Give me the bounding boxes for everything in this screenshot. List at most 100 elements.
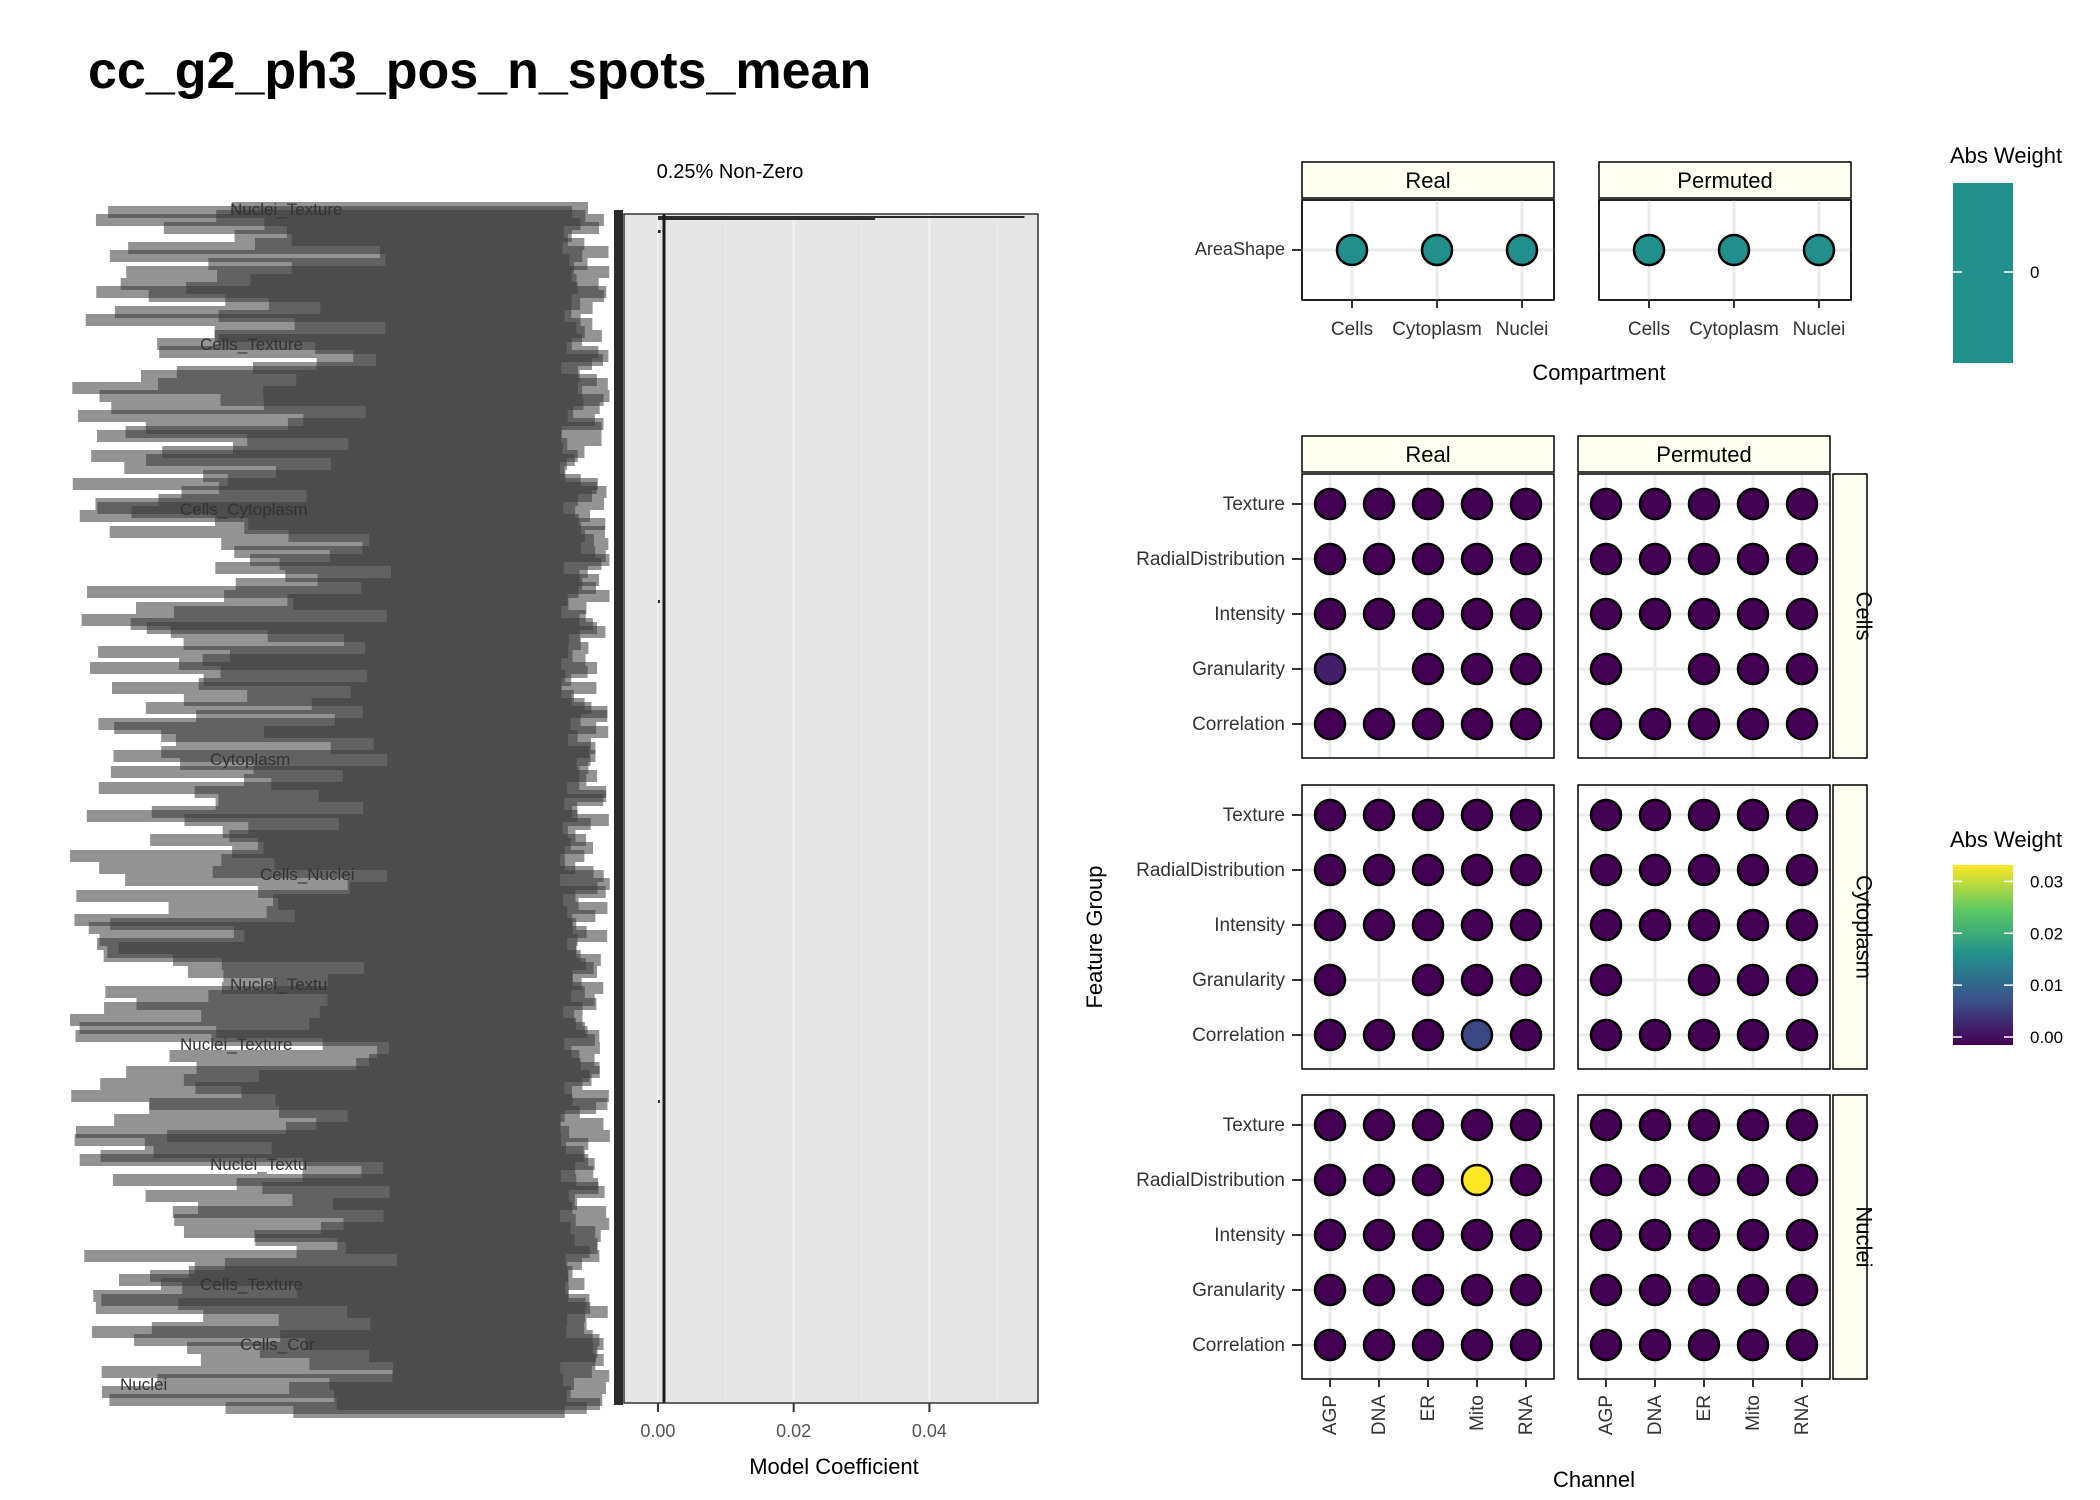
channel-tick-label: ER <box>1418 1395 1439 1421</box>
feature-group-tick-label: Intensity <box>1214 1225 1285 1246</box>
row-strip-label: Cytoplasm <box>1852 875 1877 979</box>
grid-point <box>1509 1163 1543 1197</box>
grid-point <box>1589 652 1623 686</box>
channel-tick-label: RNA <box>1516 1395 1537 1435</box>
grid-point <box>1687 1218 1721 1252</box>
grid-point <box>1362 1218 1396 1252</box>
grid-point <box>1411 652 1445 686</box>
grid-point <box>1687 1018 1721 1052</box>
grid-point <box>1589 707 1623 741</box>
row-strip-cytoplasm <box>1832 784 1868 1070</box>
grid-point <box>1589 853 1623 887</box>
grid-point <box>1362 597 1396 631</box>
grid-point <box>1460 1218 1494 1252</box>
grid-point <box>1411 1163 1445 1197</box>
grid-point <box>1638 1273 1672 1307</box>
grid-point <box>1509 853 1543 887</box>
feature-group-tick-label: Texture <box>1223 494 1285 515</box>
feature-tick-label: Cells_Nuclei <box>260 865 354 884</box>
grid-point <box>1687 597 1721 631</box>
grid-point <box>1785 1328 1819 1362</box>
grid-point <box>1411 707 1445 741</box>
abs-weight-colorbar <box>1953 865 2013 1045</box>
grid-point <box>1509 597 1543 631</box>
abs-weight-legend-tick: 0.00 <box>2030 1028 2063 1047</box>
grid-point <box>1785 1018 1819 1052</box>
channel-tick-label: Mito <box>1467 1395 1488 1431</box>
grid-point <box>1589 908 1623 942</box>
areashape-point <box>1802 233 1836 267</box>
grid-point <box>1638 487 1672 521</box>
facet-strip-real <box>1301 161 1555 199</box>
row-strip-label: Cells <box>1852 592 1877 641</box>
grid-point <box>1313 1328 1347 1362</box>
feature-group-tick-label: Granularity <box>1192 659 1285 680</box>
abs-weight-legend: Abs Weight 0.00 0.01 0.02 0.03 <box>1950 827 2063 1047</box>
channel-tick-label: ER <box>1694 1395 1715 1421</box>
grid-point <box>1362 853 1396 887</box>
grid-point <box>1313 908 1347 942</box>
coefficient-bar <box>657 216 1025 218</box>
grid-point <box>1785 542 1819 576</box>
grid-point <box>1687 853 1721 887</box>
compartment-tick-label: Cells <box>1628 319 1670 340</box>
feature-group-tick-label: Intensity <box>1214 915 1285 936</box>
grid-point <box>1736 597 1770 631</box>
grid-point <box>1589 487 1623 521</box>
grid-point <box>1460 597 1494 631</box>
grid-point <box>1460 853 1494 887</box>
grid-point <box>1313 652 1347 686</box>
grid-point <box>1687 1273 1721 1307</box>
facet-strip-label: Permuted <box>1677 168 1772 193</box>
grid-point <box>1313 597 1347 631</box>
grid-point <box>1362 1273 1396 1307</box>
grid-point <box>1736 1218 1770 1252</box>
compartment-tick-label: Cells <box>1331 319 1373 340</box>
grid-point <box>1687 908 1721 942</box>
grid-point <box>1785 1163 1819 1197</box>
coefficient-subtitle: 0.25% Non-Zero <box>657 161 804 183</box>
areashape-panel: Real Cells Cytoplasm Nuclei Permuted Cells Cyt… <box>1195 161 1852 385</box>
coefficient-x-tick: 0.04 <box>912 1421 947 1441</box>
feature-tick-label: Nuclei_Textu <box>210 1155 307 1174</box>
facet-strip-permuted <box>1598 161 1852 199</box>
feature-tick-label: Nuclei_Textu <box>230 975 327 994</box>
grid-point <box>1736 963 1770 997</box>
grid-point <box>1785 597 1819 631</box>
channel-tick-label: DNA <box>1645 1395 1666 1435</box>
feature-tick-label: Cells_Texture <box>200 335 303 354</box>
grid-point <box>1687 1108 1721 1142</box>
grid-point <box>1736 1108 1770 1142</box>
grid-point <box>1313 853 1347 887</box>
grid-point <box>1509 652 1543 686</box>
coefficient-bar <box>657 600 660 603</box>
feature-tick-label: Nuclei_Texture <box>180 1035 292 1054</box>
grid-point <box>1687 1163 1721 1197</box>
grid-point <box>1509 1218 1543 1252</box>
grid-point <box>1589 1018 1623 1052</box>
grid-point <box>1736 707 1770 741</box>
channel-tick-label: DNA <box>1369 1395 1390 1435</box>
grid-point <box>1362 1018 1396 1052</box>
grid-point <box>1411 487 1445 521</box>
abs-weight-legend-tick: 0.01 <box>2030 976 2063 995</box>
abs-weight-legend-title: Abs Weight <box>1950 827 2062 852</box>
grid-point <box>1460 652 1494 686</box>
channel-tick-label: AGP <box>1596 1395 1617 1435</box>
grid-point <box>1313 1108 1347 1142</box>
grid-point <box>1589 1108 1623 1142</box>
grid-point <box>1411 542 1445 576</box>
coefficient-panel-border <box>623 213 1039 1404</box>
grid-point <box>1411 853 1445 887</box>
grid-point <box>1362 1328 1396 1362</box>
grid-point <box>1313 1018 1347 1052</box>
grid-point <box>1460 1018 1494 1052</box>
coefficient-x-tick: 0.00 <box>640 1421 675 1441</box>
grid-point <box>1589 1273 1623 1307</box>
grid-point <box>1638 1163 1672 1197</box>
channel-tick-label: Mito <box>1743 1395 1764 1431</box>
grid-point <box>1411 1328 1445 1362</box>
abs-weight-legend-tick: 0.03 <box>2030 872 2063 891</box>
grid-point <box>1785 1273 1819 1307</box>
